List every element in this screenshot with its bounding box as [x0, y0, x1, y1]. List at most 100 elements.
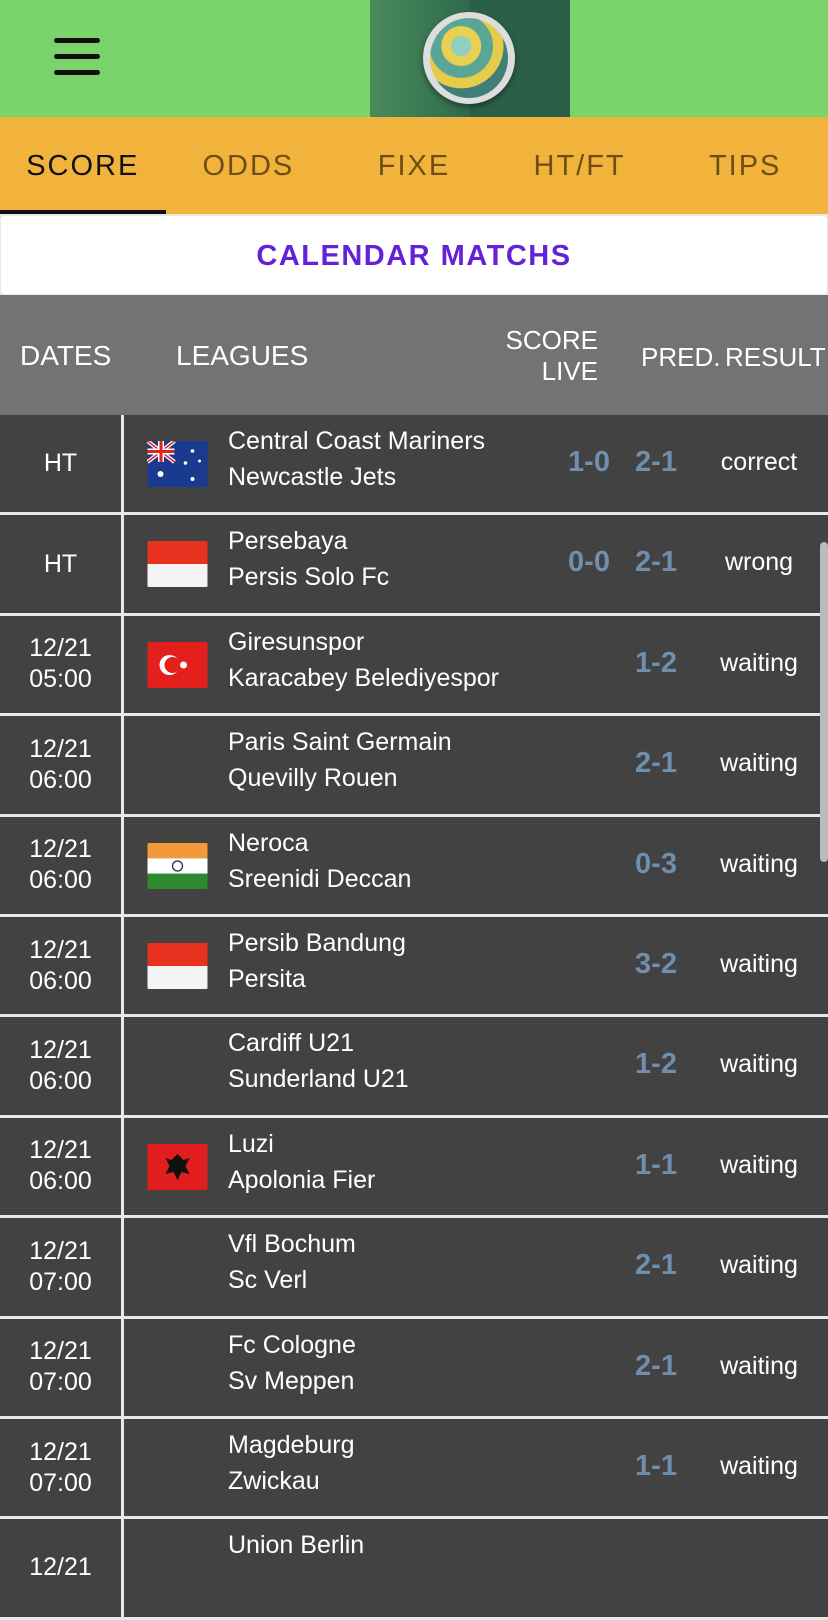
away-team: Sc Verl [228, 1266, 308, 1295]
prediction: 2-1 [635, 446, 677, 478]
home-team: Union Berlin [228, 1531, 365, 1560]
live-score: 1-0 [568, 446, 610, 478]
india-flag-icon [147, 842, 208, 889]
prediction: 1-2 [635, 1048, 677, 1081]
date-text: 12/21 [29, 1437, 92, 1466]
time-text: 07:00 [29, 1468, 92, 1497]
time-text: 06:00 [29, 866, 92, 895]
soccer-ball-icon [423, 12, 515, 104]
tab-bar: SCORE ODDS FIXE HT/FT TIPS [0, 117, 828, 214]
calendar-matchs-button[interactable]: CALENDAR MATCHS [1, 216, 827, 294]
match-row[interactable]: 12/21 Union Berlin [0, 1519, 828, 1620]
home-team: Neroca [228, 828, 309, 857]
date-text: 12/21 [29, 634, 92, 663]
result: waiting [720, 648, 798, 677]
result: waiting [720, 849, 798, 878]
time-text: 07:00 [29, 1368, 92, 1397]
header-live-line: LIVE [541, 356, 598, 386]
time-text: 06:00 [29, 765, 92, 794]
prediction: 2-1 [635, 747, 677, 780]
tab-tips[interactable]: TIPS [708, 150, 782, 182]
match-date: 12/21 07:00 [0, 1218, 124, 1316]
date-text: 12/21 [29, 1553, 92, 1582]
away-team: Apolonia Fier [228, 1165, 376, 1194]
away-team: Sunderland U21 [228, 1065, 409, 1094]
teams: Persib Bandung Persita [228, 925, 406, 997]
date-text: 12/21 [29, 1236, 92, 1265]
match-date: 12/21 05:00 [0, 615, 124, 714]
match-row[interactable]: 12/21 06:00 Cardiff U21 Sunderland U21 1-2 wa… [0, 1017, 828, 1118]
home-team: Persebaya [228, 527, 348, 556]
away-team: Quevilly Rouen [228, 764, 398, 793]
match-date: 12/21 07:00 [0, 1318, 124, 1416]
hamburger-menu-icon[interactable] [54, 38, 100, 76]
time-text: 05:00 [29, 665, 92, 694]
match-date: 12/21 [0, 1519, 124, 1617]
date-text: HT [43, 449, 78, 478]
home-team: Persib Bandung [228, 928, 406, 957]
match-row[interactable]: 12/21 06:00 Neroca Sreenidi Deccan 0-3 waitin… [0, 816, 828, 917]
teams: Paris Saint Germain Quevilly Rouen [228, 724, 452, 796]
date-text: 12/21 [29, 734, 92, 763]
result: waiting [720, 1251, 798, 1280]
result: waiting [720, 1451, 798, 1480]
home-team: Fc Cologne [228, 1330, 356, 1359]
prediction: 1-2 [635, 646, 677, 679]
date-text: 12/21 [29, 935, 92, 964]
result: waiting [720, 749, 798, 778]
header-score-live: SCORE LIVE [500, 325, 598, 387]
match-date: HT [0, 515, 124, 613]
match-row[interactable]: 12/21 07:00 Magdeburg Zwickau 1-1 waiting [0, 1418, 828, 1520]
match-date: 12/21 06:00 [0, 816, 124, 914]
result: waiting [720, 1351, 798, 1380]
time-text: 06:00 [29, 1167, 92, 1196]
match-row[interactable]: 12/21 06:00 Paris Saint Germain Quevilly Ro… [0, 716, 828, 817]
match-date: 12/21 06:00 [0, 716, 124, 814]
teams: Union Berlin [228, 1527, 364, 1563]
away-team: Persis Solo Fc [228, 563, 390, 592]
time-text: 06:00 [29, 966, 92, 995]
time-text: 07:00 [29, 1267, 92, 1296]
australia-flag-icon [147, 441, 208, 487]
match-row[interactable]: 12/21 07:00 Vfl Bochum Sc Verl 2-1 waiting [0, 1218, 828, 1319]
prediction: 2-1 [635, 1249, 677, 1282]
match-row[interactable]: HT Central Coast Mariners Newcastle Jets 1-… [0, 415, 828, 516]
indonesia-flag-icon [147, 541, 208, 588]
match-date: 12/21 07:00 [0, 1418, 124, 1517]
tab-fixe[interactable]: FIXE [377, 150, 451, 182]
teams: Neroca Sreenidi Deccan [228, 825, 411, 897]
match-row[interactable]: HT Persebaya Persis Solo Fc 0-0 2-1 wrong [0, 515, 828, 616]
home-team: Vfl Bochum [228, 1230, 356, 1259]
teams: Fc Cologne Sv Meppen [228, 1327, 356, 1399]
tab-odds[interactable]: ODDS [202, 150, 295, 182]
home-team: Luzi [228, 1129, 274, 1158]
tab-score[interactable]: SCORE [0, 117, 166, 214]
prediction: 2-1 [635, 1349, 677, 1382]
table-header: DATES LEAGUES SCORE LIVE PRED. RESULT [0, 295, 828, 415]
header-score-line: SCORE [505, 325, 598, 355]
home-team: Paris Saint Germain [228, 728, 452, 757]
match-date: 12/21 06:00 [0, 1117, 124, 1216]
tab-htft[interactable]: HT/FT [533, 150, 626, 182]
date-text: HT [43, 549, 78, 578]
header-result: RESULT [725, 342, 826, 372]
match-row[interactable]: 12/21 05:00 Giresunspor Karacabey Belediyes… [0, 615, 828, 717]
scrollbar[interactable] [820, 542, 828, 862]
match-row[interactable]: 12/21 06:00 Persib Bandung Persita 3-2 waitin… [0, 916, 828, 1018]
teams: Magdeburg Zwickau [228, 1427, 354, 1499]
teams: Giresunspor Karacabey Belediyespor [228, 624, 499, 696]
header-pred: PRED. [641, 342, 721, 372]
result: waiting [720, 949, 798, 978]
prediction: 0-3 [635, 847, 677, 880]
away-team: Persita [228, 964, 306, 993]
match-date: 12/21 06:00 [0, 1017, 124, 1115]
teams: Cardiff U21 Sunderland U21 [228, 1025, 409, 1097]
teams: Persebaya Persis Solo Fc [228, 523, 389, 595]
prediction: 3-2 [635, 947, 677, 980]
match-row[interactable]: 12/21 06:00 Luzi Apolonia Fier 1-1 waiting [0, 1117, 828, 1219]
prediction: 2-1 [635, 546, 677, 579]
match-row[interactable]: 12/21 07:00 Fc Cologne Sv Meppen 2-1 waiting [0, 1318, 828, 1419]
match-date: 12/21 06:00 [0, 916, 124, 1015]
app-logo [370, 0, 570, 117]
teams: Luzi Apolonia Fier [228, 1126, 375, 1198]
